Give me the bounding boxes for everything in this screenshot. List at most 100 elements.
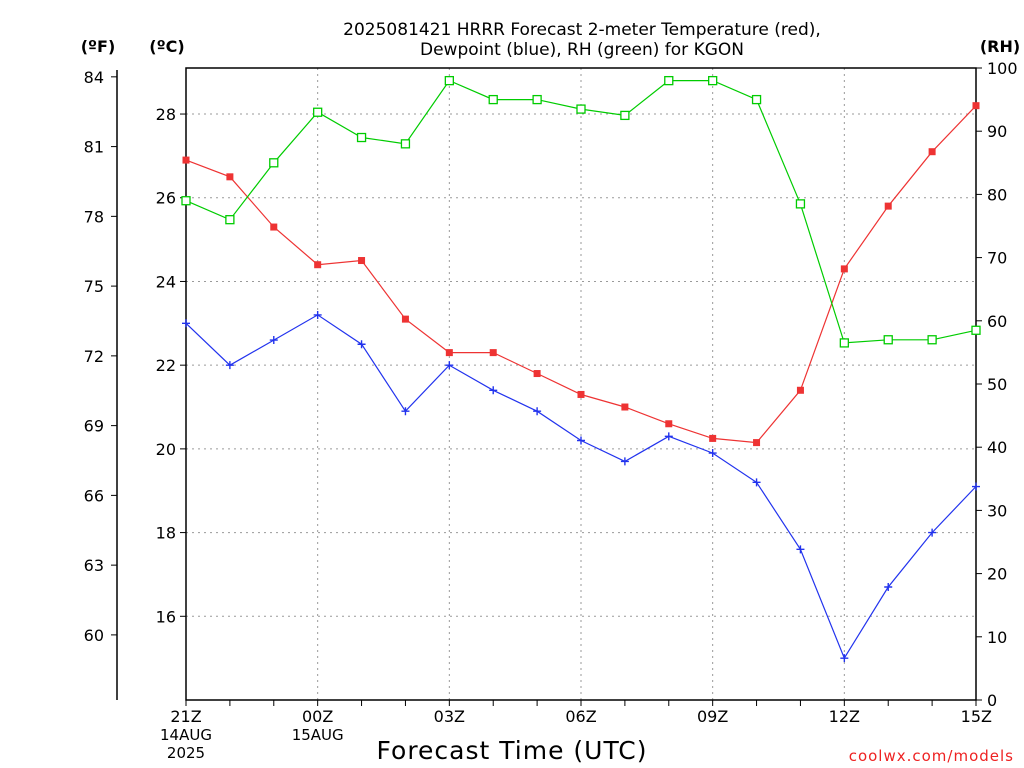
temperature-point (884, 202, 892, 210)
rh-tick-label: 90 (987, 122, 1007, 141)
rh-tick-label: 10 (987, 628, 1007, 647)
rh-point (927, 335, 937, 345)
dewpoint-point (840, 654, 849, 663)
rh-point (181, 196, 191, 206)
temperature-series (182, 102, 980, 447)
temperature-point (270, 223, 278, 231)
temperature-point (665, 420, 673, 428)
temperature-point (577, 390, 585, 398)
fahrenheit-tick-label: 60 (84, 626, 104, 645)
fahrenheit-axis: 60 63 66 69 72 75 78 81 84 (84, 68, 117, 645)
grid-lines (186, 68, 976, 700)
rh-tick-label: 20 (987, 565, 1007, 584)
temperature-point (489, 349, 497, 357)
fahrenheit-tick-label: 63 (84, 556, 104, 575)
rh-point (225, 215, 235, 225)
rh-tick-label: 50 (987, 375, 1007, 394)
fahrenheit-tick-label: 69 (84, 417, 104, 436)
celsius-tick-label: 28 (156, 105, 176, 124)
dewpoint-point (489, 386, 498, 395)
rh-point (795, 199, 806, 209)
celsius-tick-label: 24 (156, 272, 176, 291)
celsius-tick-label: 22 (156, 356, 176, 375)
celsius-axis: 16 18 20 22 24 26 28 (156, 105, 186, 626)
time-tick-date-label: 2025 (167, 744, 205, 762)
rh-axis: 0 10 20 30 40 50 60 70 80 90 100 (976, 59, 1018, 710)
dewpoint-point (445, 361, 454, 370)
temperature-point (226, 173, 234, 181)
time-tick-label: 21Z (170, 707, 201, 726)
fahrenheit-tick-label: 84 (84, 68, 104, 87)
fahrenheit-tick-label: 72 (84, 347, 104, 366)
dewpoint-point (401, 407, 410, 416)
rh-tick-label: 0 (987, 691, 997, 710)
time-tick-date-label: 15AUG (292, 726, 344, 744)
dewpoint-point (620, 457, 629, 466)
rh-point (664, 75, 674, 86)
fahrenheit-tick-label: 75 (84, 277, 104, 296)
fahrenheit-tick-label: 66 (84, 486, 104, 505)
dewpoint-point (225, 361, 234, 370)
x-axis-label: Forecast Time (UTC) (377, 736, 648, 765)
plot-frame (185, 67, 977, 701)
rh-point (620, 110, 630, 121)
rh-point (971, 325, 981, 335)
rh-point (839, 338, 849, 348)
celsius-unit-label: (ºC) (149, 37, 184, 56)
rh-point (444, 75, 454, 86)
credit-text: coolwx.com/models (849, 747, 1014, 765)
time-tick-label: 00Z (302, 707, 333, 726)
temperature-point (928, 148, 936, 156)
temperature-point (840, 265, 848, 273)
dewpoint-point (664, 432, 673, 441)
dewpoint-point (182, 319, 190, 328)
time-tick-label: 06Z (565, 707, 596, 726)
fahrenheit-tick-label: 81 (84, 138, 104, 157)
rh-point (751, 94, 762, 105)
temperature-point (314, 261, 322, 269)
rh-point (488, 94, 498, 105)
time-tick-label: 15Z (961, 707, 992, 726)
dewpoint-point (357, 340, 366, 349)
rh-tick-label: 100 (987, 59, 1018, 78)
rh-tick-label: 60 (987, 312, 1007, 331)
time-tick-label: 09Z (697, 707, 728, 726)
dewpoint-series (182, 310, 980, 663)
dewpoint-point (928, 528, 937, 537)
celsius-tick-label: 20 (156, 440, 176, 459)
temperature-point (621, 403, 629, 411)
rh-point (356, 132, 367, 143)
rh-point (269, 158, 279, 168)
dewpoint-point (577, 436, 585, 445)
celsius-tick-label: 18 (156, 524, 176, 543)
dewpoint-point (313, 310, 322, 319)
temperature-point (358, 257, 366, 265)
rh-point (708, 75, 718, 86)
fahrenheit-unit-label: (ºF) (81, 37, 116, 56)
rh-series (181, 75, 981, 348)
rh-tick-label: 40 (987, 438, 1007, 457)
rh-point (883, 335, 893, 345)
temperature-point (753, 439, 761, 447)
dewpoint-point (884, 582, 893, 591)
rh-point (400, 139, 411, 149)
dewpoint-point (972, 482, 980, 491)
temperature-point (533, 370, 541, 378)
fahrenheit-tick-label: 78 (84, 207, 104, 226)
dewpoint-point (752, 478, 761, 487)
time-tick-label: 03Z (434, 707, 465, 726)
rh-tick-label: 80 (987, 185, 1007, 204)
rh-point (576, 104, 586, 114)
dewpoint-line (185, 314, 977, 660)
rh-tick-label: 70 (987, 249, 1007, 268)
time-tick-label: 12Z (829, 707, 860, 726)
celsius-tick-label: 26 (156, 189, 176, 208)
rh-tick-label: 30 (987, 501, 1007, 520)
temperature-point (182, 156, 190, 164)
time-tick-date-label: 14AUG (160, 726, 212, 744)
celsius-tick-label: 16 (156, 607, 176, 626)
dewpoint-point (796, 545, 805, 554)
series-layer (181, 75, 981, 663)
